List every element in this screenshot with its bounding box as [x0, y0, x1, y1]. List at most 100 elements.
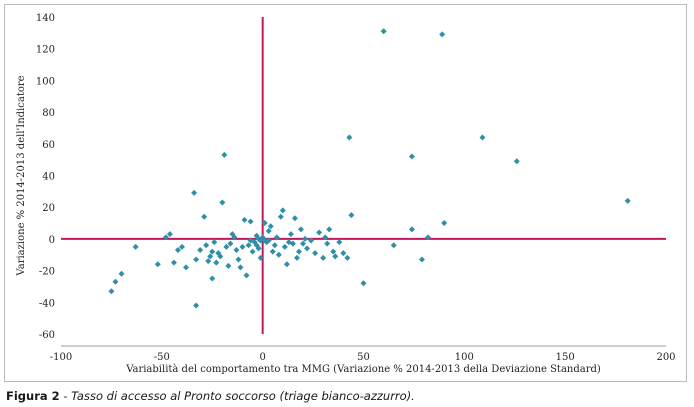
data-point — [219, 199, 226, 206]
data-point — [287, 231, 294, 238]
data-point — [201, 213, 208, 220]
data-point — [326, 226, 333, 233]
data-point — [257, 237, 264, 244]
y-tick-label: 40 — [42, 172, 55, 183]
data-point — [360, 280, 367, 287]
y-tick-label: -20 — [39, 267, 55, 278]
data-point — [281, 243, 288, 250]
x-tick-label: -100 — [50, 352, 72, 363]
y-tick-label: 140 — [36, 13, 55, 24]
data-point — [390, 242, 397, 249]
y-tick-label: 60 — [42, 140, 55, 151]
data-point — [439, 31, 446, 38]
data-point — [255, 245, 262, 252]
data-point — [233, 246, 240, 253]
y-tick-label: -60 — [39, 330, 55, 341]
data-point — [183, 264, 190, 271]
data-point — [265, 227, 272, 234]
x-tick-label: 50 — [357, 352, 370, 363]
figure-caption: Figura 2 - Tasso di accesso al Pronto so… — [6, 389, 690, 403]
data-point — [267, 223, 274, 230]
data-point — [295, 248, 302, 255]
data-point — [271, 242, 278, 249]
x-tick-label: 200 — [656, 352, 675, 363]
data-point — [289, 240, 296, 247]
data-point — [344, 254, 351, 261]
data-point — [324, 240, 331, 247]
data-point — [193, 256, 200, 263]
y-axis-title: Variazione % 2014-2013 dell'Indicatore — [16, 75, 27, 276]
data-point — [179, 243, 185, 250]
data-point — [332, 253, 339, 260]
data-point — [227, 240, 234, 247]
data-point — [211, 239, 218, 246]
data-point — [275, 251, 282, 258]
figure-caption-text: - Tasso di accesso al Pronto soccorso (t… — [59, 389, 415, 403]
data-point — [241, 216, 248, 223]
data-point — [265, 237, 272, 244]
data-point — [273, 234, 280, 241]
data-point — [217, 253, 224, 260]
data-point — [346, 134, 353, 141]
data-point — [118, 270, 125, 277]
data-point — [132, 243, 139, 250]
y-tick-label: 20 — [42, 203, 55, 214]
data-point — [249, 248, 256, 255]
data-point — [340, 250, 347, 257]
data-point — [154, 261, 161, 268]
data-point — [247, 218, 254, 225]
x-tick-label: 150 — [556, 352, 575, 363]
data-point — [215, 250, 222, 257]
data-point — [221, 151, 228, 158]
data-point — [112, 278, 119, 285]
data-point — [209, 275, 216, 282]
data-point — [479, 134, 486, 141]
data-point — [304, 245, 311, 252]
y-tick-label: 120 — [36, 45, 55, 56]
data-point — [348, 212, 355, 219]
data-point — [293, 254, 300, 261]
data-point — [261, 237, 268, 244]
data-point — [229, 231, 236, 238]
x-tick-label: -50 — [154, 352, 170, 363]
data-point — [207, 253, 214, 260]
x-axis-title: Variabilità del comportamento tra MMG (V… — [125, 364, 601, 375]
data-point — [297, 226, 304, 233]
data-point — [513, 158, 520, 165]
x-tick-label: 0 — [259, 352, 265, 363]
data-point — [330, 248, 337, 255]
data-point — [257, 254, 264, 261]
data-point — [408, 153, 415, 160]
data-point — [237, 264, 244, 271]
data-point — [279, 207, 286, 214]
data-point — [316, 229, 323, 236]
data-point — [624, 197, 631, 204]
data-point — [245, 242, 252, 249]
data-point — [261, 220, 268, 227]
data-point — [336, 239, 343, 246]
data-point — [283, 261, 290, 268]
data-point — [197, 246, 204, 253]
y-tick-label: 80 — [42, 108, 55, 119]
chart-frame — [4, 4, 687, 382]
data-point — [302, 235, 309, 242]
y-tick-label: -40 — [39, 298, 55, 309]
data-point — [235, 256, 242, 263]
data-point — [170, 259, 177, 266]
data-point — [322, 234, 329, 241]
data-point — [209, 248, 216, 255]
data-point — [277, 213, 284, 220]
data-point — [418, 256, 425, 263]
data-point — [166, 231, 173, 238]
data-point — [425, 234, 432, 241]
data-point — [408, 226, 415, 233]
data-point — [243, 272, 250, 279]
data-point — [193, 302, 200, 309]
data-point — [108, 288, 115, 295]
data-point — [203, 242, 210, 249]
data-point — [223, 243, 230, 250]
data-point — [312, 250, 319, 257]
data-point — [269, 248, 276, 255]
data-point — [320, 254, 327, 261]
